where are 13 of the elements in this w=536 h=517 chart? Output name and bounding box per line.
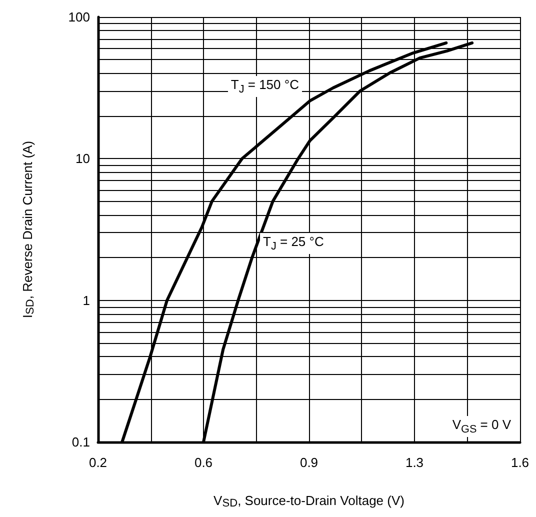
x-tick-label: 0.9 xyxy=(300,455,318,470)
y-tick-label: 100 xyxy=(68,10,90,24)
x-tick-label: 1.6 xyxy=(510,455,530,470)
series-label: T$_{J}$ = 25 °C xyxy=(260,233,327,254)
x-tick-label: 1.3 xyxy=(405,455,424,470)
x-tick-label: 0.2 xyxy=(88,455,108,470)
x-tick-label: 0.6 xyxy=(194,455,213,470)
annotation: V$_{GS}$ = 0 V xyxy=(449,416,514,437)
y-tick-label: 10 xyxy=(76,151,90,166)
y-axis-title: ISD, Reverse Drain Current (A) xyxy=(20,140,36,318)
y-tick-label: 1 xyxy=(82,292,90,308)
series-label: T$_{J}$ = 150 °C xyxy=(228,76,302,97)
y-tick-label: 0.1 xyxy=(72,434,90,450)
